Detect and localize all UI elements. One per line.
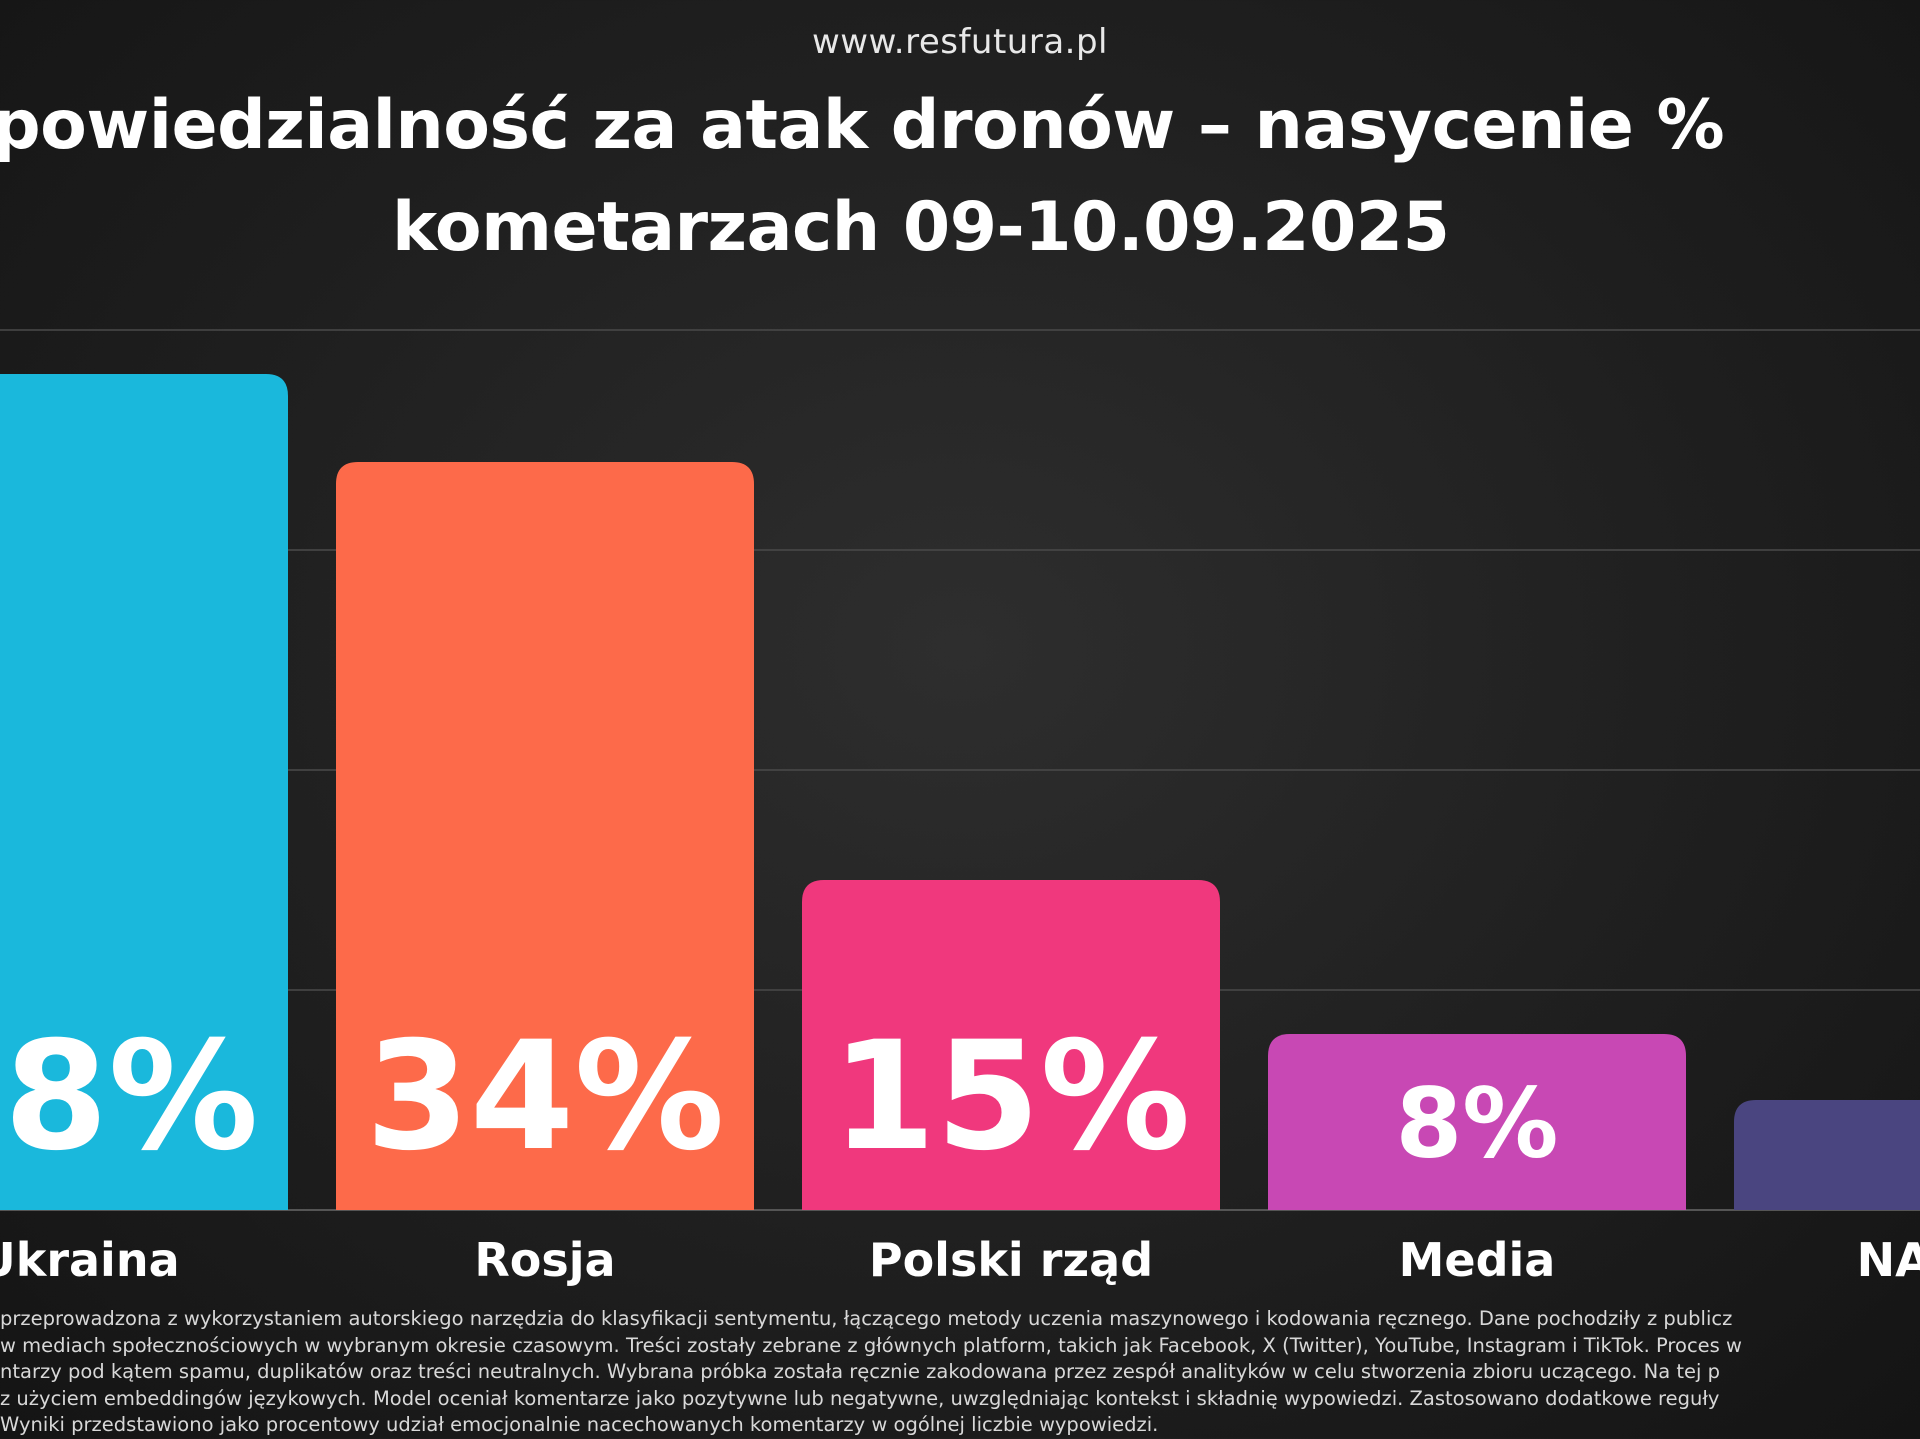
category-label: Media: [1399, 1233, 1556, 1287]
chart-title-line-2: kometarzach 09-10.09.2025: [392, 188, 1450, 267]
bar: [802, 880, 1220, 1210]
bar-value-label: 5: [1915, 1110, 1920, 1203]
category-label: Ukraina: [0, 1233, 180, 1287]
category-label: Polski rząd: [869, 1233, 1153, 1287]
bar: [336, 462, 754, 1210]
footnote-line: Wyniki przedstawiono jako procentowy udz…: [0, 1413, 1159, 1436]
bar: [1734, 1100, 1920, 1210]
category-label: Rosja: [474, 1233, 615, 1287]
bar-value-label: 15%: [831, 1010, 1190, 1184]
bar-value-label: 34%: [365, 1010, 724, 1184]
footnote-line: ntarzy pod kątem spamu, duplikatów oraz …: [0, 1360, 1720, 1383]
footnote-line: przeprowadzona z wykorzystaniem autorski…: [0, 1307, 1733, 1330]
bar: [0, 374, 288, 1210]
bar-value-label: 8%: [1396, 1068, 1559, 1180]
bar: [1268, 1034, 1686, 1210]
bar-chart: 38% Ukraina 34% Rosja 15% Polski rząd 8% Media 5…: [0, 329, 1920, 1287]
footnote-line: z użyciem embeddingów językowych. Model …: [0, 1386, 1720, 1410]
category-label: NATO i: [1857, 1233, 1920, 1287]
bar-value-label: 38%: [0, 1010, 259, 1184]
chart-title-line-1: powiedzialność za atak dronów – nasyceni…: [0, 86, 1725, 165]
methodology-footnote: przeprowadzona z wykorzystaniem autorski…: [0, 1306, 1920, 1439]
site-url: www.resfutura.pl: [811, 22, 1109, 62]
footnote-line: w mediach społecznościowych w wybranym o…: [0, 1333, 1742, 1357]
